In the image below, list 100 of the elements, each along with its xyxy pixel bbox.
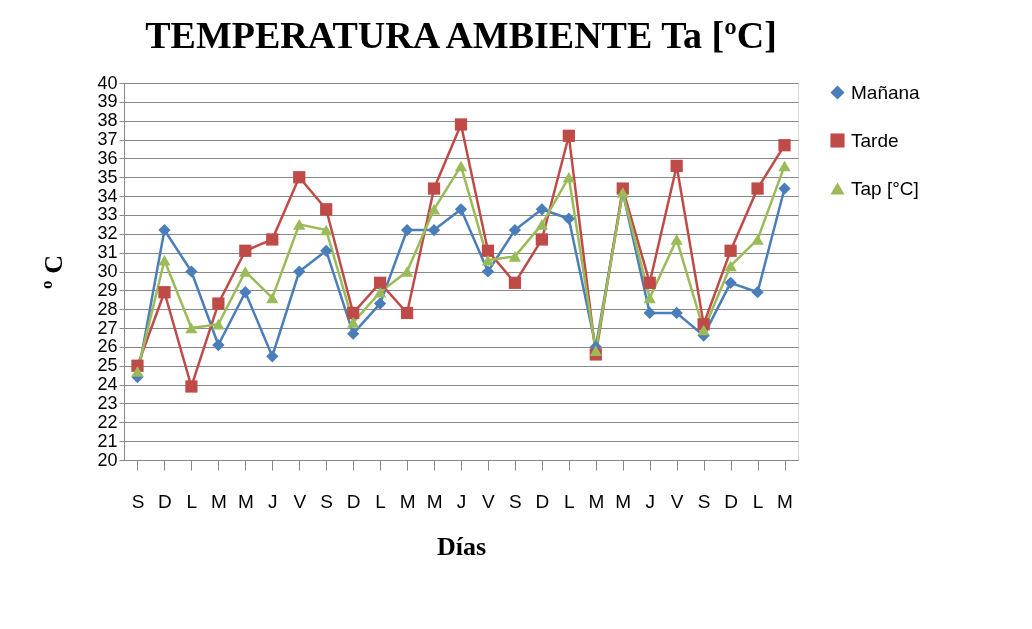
point <box>562 129 575 142</box>
x-tick-label: M <box>777 490 793 512</box>
y-tick-label: 25 <box>97 355 118 376</box>
legend-label: Tap [°C] <box>851 177 919 199</box>
x-tick-label: L <box>752 490 764 512</box>
x-tick-label: D <box>535 490 550 512</box>
point <box>778 139 791 152</box>
point <box>535 219 548 230</box>
y-tick-label: 38 <box>97 110 118 131</box>
point <box>427 182 441 195</box>
point <box>266 350 279 363</box>
point <box>670 159 683 173</box>
point <box>239 266 252 277</box>
point <box>589 345 602 356</box>
x-tick-label: V <box>482 490 496 512</box>
point <box>454 160 468 172</box>
y-tick-label: 33 <box>97 204 118 225</box>
x-tick-label: V <box>293 490 307 512</box>
x-tick-label: M <box>615 490 632 512</box>
point <box>751 182 764 195</box>
point <box>427 203 441 215</box>
x-tick-label: D <box>158 490 172 512</box>
point <box>212 338 225 352</box>
point <box>320 244 333 257</box>
point <box>670 306 683 320</box>
y-tick-label: 35 <box>97 166 118 187</box>
point <box>212 318 225 330</box>
y-tick-label: 39 <box>97 91 118 112</box>
point <box>481 254 495 266</box>
point <box>508 276 522 289</box>
point <box>697 324 710 336</box>
point <box>347 317 360 328</box>
x-tick-label: L <box>375 490 386 512</box>
point <box>374 286 387 298</box>
point <box>481 265 495 278</box>
point <box>643 276 656 289</box>
point <box>320 203 333 216</box>
point <box>535 203 548 216</box>
point <box>400 306 414 320</box>
point <box>508 223 522 237</box>
point <box>751 234 764 245</box>
point <box>347 306 360 320</box>
point <box>158 286 171 299</box>
y-tick-label: 26 <box>97 336 118 357</box>
y-tick-label: 23 <box>97 392 118 413</box>
point <box>643 292 656 304</box>
point <box>481 244 495 257</box>
legend-label: Mañana <box>851 81 921 103</box>
y-tick-label: 31 <box>97 242 118 263</box>
y-tick-label: 22 <box>97 411 118 432</box>
x-tick-label: S <box>131 490 145 512</box>
y-tick-label: 40 <box>97 72 118 93</box>
x-tick-label: L <box>564 490 575 512</box>
y-tick-label: 20 <box>97 449 118 470</box>
point <box>670 234 683 245</box>
point <box>454 203 468 216</box>
y-tick-label: 21 <box>97 430 118 451</box>
point <box>400 223 414 237</box>
point <box>400 266 414 277</box>
y-tick-label: 28 <box>97 298 118 319</box>
point <box>562 212 575 225</box>
x-tick-label: J <box>645 490 655 512</box>
y-tick-label: 27 <box>97 317 118 338</box>
point <box>293 219 306 230</box>
point <box>454 118 468 131</box>
point <box>562 171 575 183</box>
chart-title: TEMPERATURA AMBIENTE Ta [ºC] <box>145 14 777 56</box>
point <box>185 380 198 393</box>
x-axis-title: Días <box>436 531 487 561</box>
y-tick-label: 24 <box>97 374 118 395</box>
x-tick-label: V <box>670 490 684 512</box>
y-axis-title: º C <box>39 255 69 289</box>
point <box>374 297 387 310</box>
point <box>535 233 548 246</box>
x-tick-label: S <box>320 490 334 512</box>
x-tick-label: D <box>346 490 361 512</box>
point <box>751 286 764 299</box>
y-tick-label: 30 <box>97 261 118 281</box>
y-tick-label: 37 <box>97 129 118 150</box>
point <box>374 276 387 289</box>
point <box>320 224 333 236</box>
point <box>212 297 225 310</box>
x-tick-label: M <box>237 490 254 512</box>
y-tick-label: 36 <box>97 147 118 168</box>
point <box>239 286 252 299</box>
x-tick-label: D <box>724 490 738 512</box>
point <box>347 327 360 340</box>
x-tick-label: L <box>186 490 198 512</box>
point <box>158 254 171 266</box>
point <box>724 244 737 257</box>
point <box>185 265 198 278</box>
point <box>508 251 522 262</box>
point <box>427 223 441 237</box>
x-tick-label: M <box>588 490 605 512</box>
point <box>293 265 306 278</box>
point <box>724 276 737 289</box>
point <box>724 260 737 272</box>
x-tick-label: S <box>697 490 711 512</box>
x-tick-label: M <box>210 490 227 512</box>
point <box>643 306 656 320</box>
